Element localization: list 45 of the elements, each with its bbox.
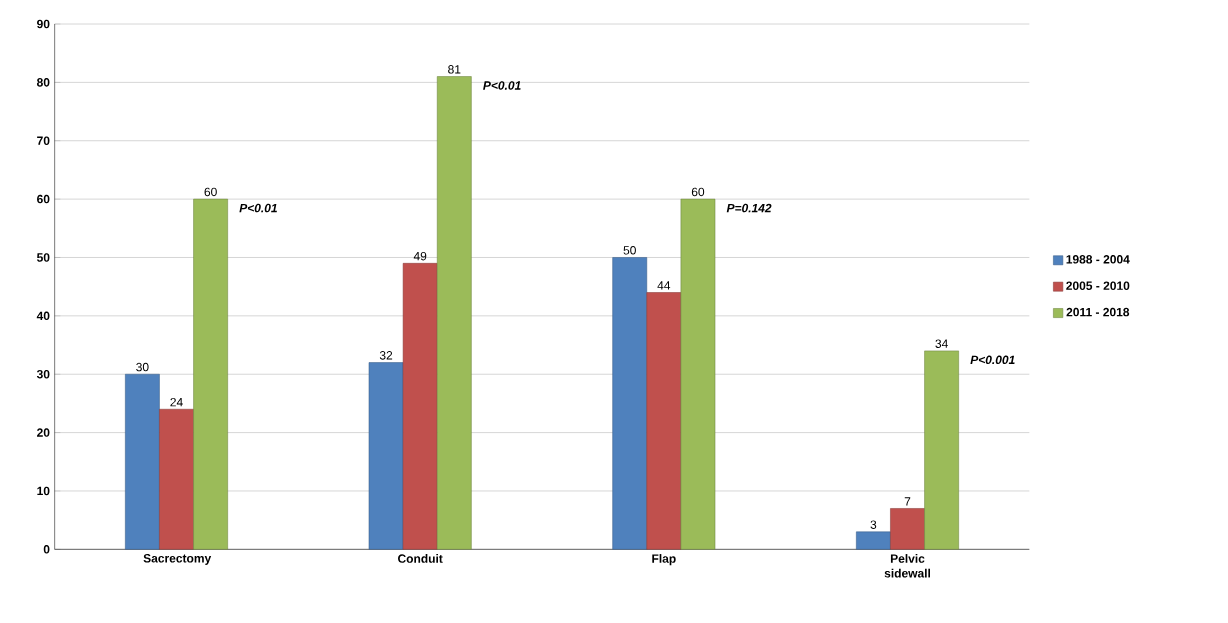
data-label: 34 — [935, 339, 948, 349]
bar — [680, 199, 716, 550]
data-label: 3 — [870, 520, 877, 530]
bar — [125, 374, 160, 550]
data-label: 50 — [623, 246, 636, 255]
data-label: 24 — [170, 398, 183, 407]
data-label: 7 — [904, 497, 911, 506]
x-tick-label: Conduit — [398, 554, 443, 564]
bar — [924, 350, 959, 550]
x-tick-label: Flap — [652, 554, 676, 566]
bar — [402, 263, 438, 550]
annotation: P<0.01 — [239, 203, 277, 213]
y-tick-label: 0 — [43, 545, 50, 554]
data-label: 32 — [379, 351, 393, 360]
annotation: P=0.142 — [726, 203, 772, 213]
y-tick-label: 60 — [37, 195, 50, 204]
bar — [368, 362, 404, 550]
bar — [159, 409, 194, 550]
y-tick-label: 50 — [36, 253, 50, 262]
data-label: 30 — [136, 362, 149, 372]
annotation: P<0.01 — [483, 81, 521, 90]
data-label: 60 — [691, 187, 705, 197]
data-label: 81 — [448, 65, 461, 74]
bar — [612, 257, 648, 550]
y-tick-label: 70 — [37, 136, 50, 146]
bar — [890, 508, 925, 550]
y-tick-label: 10 — [37, 486, 50, 496]
y-tick-label: 20 — [37, 428, 50, 438]
x-tick-label: Pelvic sidewall — [884, 554, 931, 578]
y-tick-label: 40 — [36, 311, 50, 321]
bar — [193, 199, 228, 550]
data-label: 49 — [413, 252, 427, 261]
legend-label: 2005 - 2010 — [1066, 281, 1130, 291]
legend-label: 1988 - 2004 — [1066, 255, 1130, 264]
y-tick-label: 90 — [37, 19, 50, 29]
legend-label: 2011 - 2018 — [1066, 308, 1130, 317]
data-label: 60 — [204, 187, 217, 197]
y-tick-label: 30 — [36, 370, 50, 379]
data-label: 44 — [657, 281, 671, 290]
bar — [856, 531, 891, 550]
bar — [646, 292, 682, 550]
x-tick-label: Sacrectomy — [143, 554, 212, 566]
bar — [436, 76, 472, 550]
y-tick-label: 80 — [36, 78, 50, 87]
annotation: P<0.001 — [970, 355, 1015, 365]
